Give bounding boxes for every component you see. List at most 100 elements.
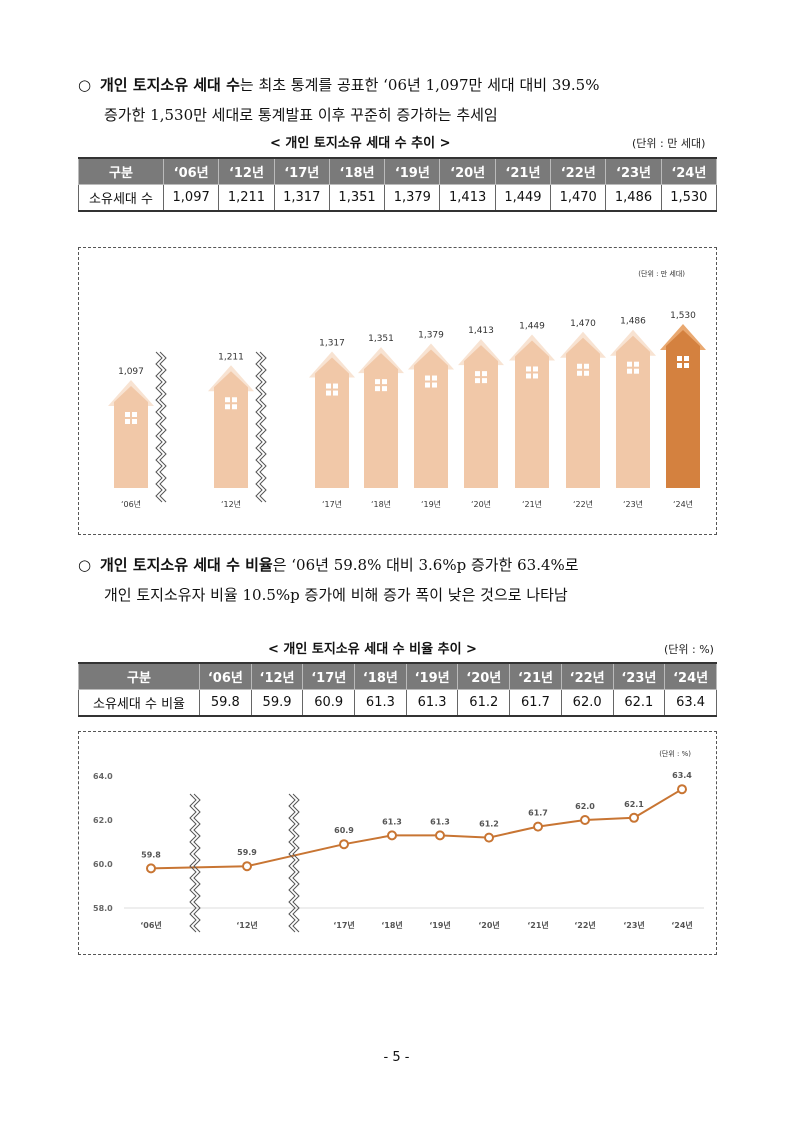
page-number: - 5 -	[383, 1050, 410, 1065]
table-cell: 63.4	[664, 689, 717, 717]
table-cell: 62.1	[612, 689, 666, 717]
x-tick-label: ‘21년	[527, 920, 549, 930]
table-year-header: ‘23년	[605, 157, 662, 185]
x-tick-label: ‘17년	[322, 499, 342, 509]
x-tick-label: ‘22년	[574, 920, 596, 930]
table-cell: 61.7	[509, 689, 562, 717]
table-cell: 61.3	[405, 689, 459, 717]
axis-break-mark	[193, 793, 201, 933]
table-year-header: ‘06년	[199, 662, 252, 690]
data-point	[435, 830, 445, 841]
table2-unit: (단위 : %)	[664, 643, 714, 656]
table-cell: 1,486	[605, 184, 662, 212]
data-point	[387, 830, 397, 841]
window-icon	[577, 363, 589, 376]
chart2-box: (단위 : %) 64.0 62.0 60.0 58.0 59.8 ‘06년 59.9 ‘12년…	[78, 731, 717, 955]
table-year-header: ‘17년	[273, 157, 330, 185]
data-label: 61.3	[382, 817, 402, 826]
data-label: 62.0	[575, 802, 595, 811]
table-year-header: ‘23년	[612, 662, 666, 690]
data-point	[484, 832, 494, 843]
chart1-box: (단위 : 만 세대) 1,097 ‘06년 1,211 ‘12년 1,317 ‘17년 1,…	[78, 247, 717, 535]
table-cell: 62.0	[560, 689, 614, 717]
axis-break-mark	[288, 793, 296, 933]
table-year-header: ‘21년	[509, 662, 562, 690]
table-year-header: ‘20년	[439, 157, 496, 185]
table-year-header: ‘17년	[302, 662, 356, 690]
house-bar	[515, 340, 549, 488]
bar-value-label: 1,097	[118, 367, 144, 377]
x-tick-label: ‘20년	[471, 499, 491, 509]
x-tick-label: ‘18년	[371, 499, 391, 509]
data-point	[533, 821, 543, 832]
table-cell: 1,317	[273, 184, 330, 212]
window-icon	[627, 361, 639, 374]
bar-value-label: 1,211	[218, 352, 244, 362]
bar-value-label: 1,317	[319, 339, 345, 349]
table-cell: 1,097	[162, 184, 220, 212]
window-icon	[125, 412, 137, 424]
line-chart: (단위 : %) 64.0 62.0 60.0 58.0 59.8 ‘06년 59.9 ‘12년…	[93, 749, 704, 933]
house-bar	[414, 349, 448, 488]
table-year-header: ‘19년	[405, 662, 459, 690]
house-bar	[114, 386, 148, 488]
para2-bold: 개인 토지소유 세대 수 비율	[100, 556, 273, 574]
table-cell: 1,530	[660, 184, 718, 212]
data-label: 61.2	[479, 820, 499, 829]
axis-break-mark	[155, 351, 163, 503]
x-tick-label: ‘20년	[478, 920, 500, 930]
x-tick-label: ‘06년	[121, 499, 141, 509]
bullet: ○	[78, 76, 92, 94]
axis-break-mark	[159, 351, 167, 503]
data-point	[580, 815, 590, 825]
window-icon	[677, 356, 689, 368]
chart2-unit: (단위 : %)	[659, 749, 691, 758]
window-icon	[425, 375, 437, 388]
x-tick-label: ‘17년	[333, 920, 355, 930]
para2-line1: 은 ‘06년 59.8% 대비 3.6%p 증가한 63.4%로	[272, 556, 579, 574]
x-tick-label: ‘19년	[421, 499, 441, 509]
data-label: 59.9	[237, 848, 257, 857]
table1: 구분 ‘06년 ‘12년 ‘17년 ‘18년 ‘19년 ‘20년 ‘21년 ‘22년 ‘23년 ‘2…	[78, 157, 718, 212]
axis-break-mark	[189, 793, 197, 933]
table-year-header: ‘19년	[384, 157, 441, 185]
para1-bold: 개인 토지소유 세대 수	[100, 76, 240, 94]
table-year-header: ‘24년	[660, 157, 718, 185]
table-row-label: 소유세대 수	[78, 184, 164, 212]
data-label: 59.8	[141, 850, 161, 859]
bar-value-label: 1,379	[418, 331, 444, 341]
x-tick-label: ‘24년	[673, 499, 693, 509]
bar-value-label: 1,530	[670, 311, 696, 321]
house-bar-chart: (단위 : 만 세대) 1,097 ‘06년 1,211 ‘12년 1,317 ‘17년 1,…	[108, 269, 706, 509]
table1-caption: < 개인 토지소유 세대 수 추이 >	[270, 136, 451, 151]
data-point	[146, 863, 156, 874]
data-point	[242, 861, 252, 872]
x-tick-label: ‘12년	[236, 920, 258, 930]
table-cell: 1,379	[384, 184, 441, 212]
x-tick-label: ‘22년	[573, 499, 593, 509]
table-year-header: ‘12년	[250, 662, 304, 690]
x-tick-label: ‘23년	[623, 920, 645, 930]
window-icon	[375, 379, 387, 392]
data-label: 61.3	[430, 817, 450, 826]
x-tick-label: ‘18년	[381, 920, 403, 930]
paragraph-2: ○ 개인 토지소유 세대 수 비율은 ‘06년 59.8% 대비 3.6%p 증가…	[78, 550, 718, 610]
table-year-header: ‘20년	[457, 662, 511, 690]
table2: 구분 ‘06년 ‘12년 ‘17년 ‘18년 ‘19년 ‘20년 ‘21년 ‘22년 ‘23년 ‘2…	[78, 662, 717, 717]
y-tick-label: 58.0	[93, 904, 113, 913]
bar-value-label: 1,449	[519, 321, 545, 331]
house-bar	[214, 371, 248, 488]
data-point	[677, 784, 687, 795]
para1-line1: 는 최초 통계를 공표한 ‘06년 1,097만 세대 대비 39.5%	[239, 76, 600, 94]
table-year-header: ‘22년	[560, 662, 614, 690]
y-tick-label: 62.0	[93, 816, 113, 825]
house-bar	[315, 357, 349, 488]
axis-break-mark	[292, 793, 300, 933]
axis-break-mark	[255, 351, 263, 503]
para1-line2: 증가한 1,530만 세대로 통계발표 이후 꾸준히 증가하는 추세임	[104, 106, 498, 124]
x-tick-label: ‘12년	[221, 499, 241, 509]
table-year-header: ‘22년	[550, 157, 607, 185]
axis-break-mark	[259, 351, 267, 503]
table1-unit: (단위 : 만 세대)	[632, 137, 706, 150]
table-cell: 1,470	[550, 184, 607, 212]
